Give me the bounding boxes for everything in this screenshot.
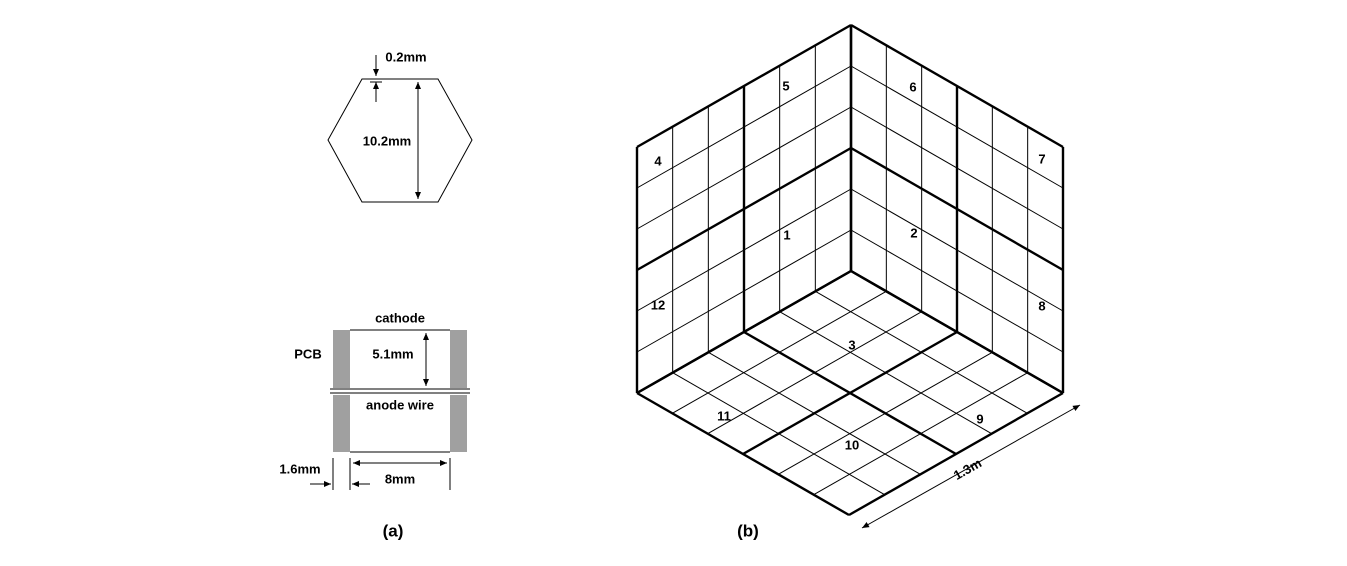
hexagon: [327, 78, 473, 203]
gap-label: 0.2mm: [385, 49, 426, 64]
width-label: 8mm: [385, 471, 415, 486]
module-label: 6: [909, 79, 916, 94]
grid-line: [636, 391, 850, 517]
grid-line: [636, 23, 852, 149]
pcb: [333, 330, 350, 388]
module-label: 4: [654, 153, 662, 168]
pcb-label: PCB: [294, 346, 321, 361]
anode-label: anode wire: [366, 397, 434, 412]
module-label: 10: [845, 437, 859, 452]
size-arrow: [861, 404, 1081, 529]
hexagon-panel: 0.2mm 10.2mm: [327, 49, 473, 203]
module-label: 7: [1038, 151, 1045, 166]
caption: (a): [383, 521, 404, 540]
cell-panel: cathode PCB 5.1mm anode wire 1.6mm 8mm (…: [279, 310, 470, 540]
module-label: 12: [651, 297, 665, 312]
cathode-label: cathode: [375, 310, 425, 325]
height-label: 10.2mm: [363, 133, 411, 148]
detector-array: [635, 23, 1065, 517]
pcb: [333, 395, 350, 452]
size-label: 1.3m: [951, 455, 984, 482]
module-label: 11: [717, 408, 731, 423]
module-label: 1: [783, 227, 790, 242]
pcb: [450, 395, 467, 452]
grid-line: [850, 23, 1064, 149]
module-label: 5: [782, 78, 789, 93]
gap-label: 5.1mm: [372, 346, 413, 361]
module-label: 8: [1038, 298, 1045, 313]
pcb: [450, 330, 467, 388]
module-label: 9: [976, 411, 983, 426]
module-label: 3: [848, 337, 855, 352]
module-label: 2: [910, 225, 917, 240]
thickness-label: 1.6mm: [279, 461, 320, 476]
caption: (b): [737, 521, 759, 540]
